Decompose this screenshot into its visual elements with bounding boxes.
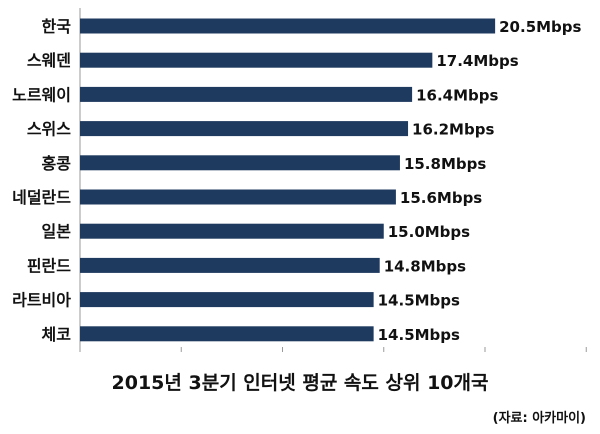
category-label-8: 라트비아 [12, 291, 71, 310]
bar-7 [80, 257, 380, 273]
category-label-0: 한국 [42, 17, 72, 36]
bar-0 [80, 18, 496, 34]
bars-layer [80, 18, 496, 342]
chart-source: (자료: 아카마이) [492, 411, 586, 426]
value-label-6: 15.0Mbps [388, 223, 470, 241]
labels-layer: 한국 20.5Mbps 스웨덴 17.4Mbps 노르웨이 16.4Mbps 스위스 16.2… [12, 17, 581, 344]
bar-9 [80, 326, 374, 342]
bar-4 [80, 155, 400, 171]
category-label-9: 체코 [42, 325, 72, 344]
category-label-2: 노르웨이 [12, 85, 71, 104]
value-label-0: 20.5Mbps [499, 18, 581, 36]
value-label-2: 16.4Mbps [416, 86, 498, 104]
bar-3 [80, 121, 409, 137]
bar-8 [80, 292, 374, 308]
chart-title: 2015년 3분기 인터넷 평균 속도 상위 10개국 [111, 372, 489, 394]
bar-5 [80, 189, 396, 205]
value-label-8: 14.5Mbps [378, 292, 460, 310]
category-label-4: 홍콩 [42, 154, 72, 173]
category-label-6: 일본 [42, 222, 72, 241]
bar-2 [80, 86, 413, 102]
value-label-9: 14.5Mbps [378, 326, 460, 344]
category-label-7: 핀란드 [27, 256, 71, 275]
category-label-1: 스웨덴 [27, 51, 71, 70]
value-label-4: 15.8Mbps [404, 155, 486, 173]
category-label-3: 스위스 [27, 120, 71, 139]
bar-6 [80, 223, 384, 239]
value-label-5: 15.6Mbps [400, 189, 482, 207]
bar-chart: 한국 20.5Mbps 스웨덴 17.4Mbps 노르웨이 16.4Mbps 스위스 16.2… [12, 8, 587, 352]
value-label-1: 17.4Mbps [436, 52, 518, 70]
category-label-5: 네덜란드 [12, 188, 71, 207]
value-label-3: 16.2Mbps [412, 121, 494, 139]
bar-1 [80, 52, 433, 68]
value-label-7: 14.8Mbps [384, 257, 466, 275]
